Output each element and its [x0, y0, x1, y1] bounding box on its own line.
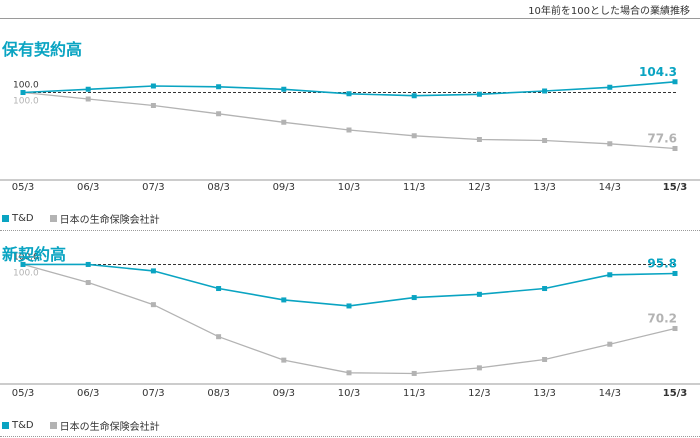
legend-label-td: T&D [12, 213, 34, 224]
x-tick-label: 08/3 [207, 182, 229, 193]
top-divider [0, 18, 700, 19]
x-tick-label: 15/3 [663, 182, 688, 193]
data-point-td [476, 91, 482, 97]
data-point-industry [281, 119, 287, 125]
legend-label-industry: 日本の生命保険会社計 [59, 215, 160, 226]
end-label-industry: 77.6 [647, 132, 677, 146]
legend-swatch-industry [49, 422, 57, 429]
x-tick-label: 15/3 [663, 388, 688, 399]
data-point-td [216, 286, 222, 292]
data-point-td [20, 90, 26, 95]
data-point-td [281, 297, 287, 303]
data-point-td [281, 86, 287, 92]
data-point-industry [216, 334, 222, 340]
data-point-td [216, 84, 222, 90]
x-tick-label: 06/3 [77, 182, 99, 193]
end-label-industry: 70.2 [647, 312, 677, 326]
data-point-td [411, 93, 417, 99]
data-point-industry [150, 302, 156, 308]
legend-item-td: T&D [2, 420, 34, 431]
x-tick-label: 10/3 [338, 182, 360, 193]
legend-item-industry: 日本の生命保険会社計 [49, 418, 160, 433]
data-point-td [85, 86, 91, 92]
x-tick-label: 09/3 [273, 388, 295, 399]
x-tick-label: 13/3 [533, 182, 555, 193]
series-line-industry [22, 263, 676, 375]
x-tick-label: 06/3 [77, 388, 99, 399]
legend-label-industry: 日本の生命保険会社計 [59, 422, 160, 433]
data-point-td [672, 270, 678, 276]
legend-holdings: T&D 日本の生命保険会社計 [2, 211, 176, 226]
legend-swatch-td [2, 422, 9, 429]
data-point-industry [346, 127, 352, 133]
legend-item-industry: 日本の生命保険会社計 [49, 211, 160, 226]
data-point-td [411, 295, 417, 301]
data-point-td [476, 291, 482, 297]
data-point-industry [476, 365, 482, 371]
series-line-td [23, 263, 676, 307]
data-point-industry [476, 137, 482, 142]
data-point-industry [216, 111, 222, 117]
data-point-industry [281, 357, 287, 363]
data-point-td [542, 88, 548, 94]
start-label-td: 100.0 [13, 252, 39, 262]
start-label-td: 100.0 [13, 81, 39, 91]
bottom-divider [0, 436, 700, 437]
data-point-td [607, 84, 613, 90]
data-point-industry [607, 141, 613, 147]
legend-item-td: T&D [2, 213, 34, 224]
legend-swatch-industry [49, 215, 57, 222]
data-point-td [607, 272, 613, 278]
x-tick-label: 08/3 [207, 388, 229, 399]
x-tick-label: 05/3 [12, 388, 34, 399]
x-tick-label: 12/3 [468, 182, 490, 193]
x-tick-label: 07/3 [142, 388, 164, 399]
data-point-td [346, 303, 352, 309]
panel-divider [0, 230, 700, 231]
data-point-industry [607, 341, 613, 347]
legend-swatch-td [2, 215, 9, 222]
start-label-industry: 100.0 [13, 97, 39, 107]
data-point-td [672, 79, 678, 85]
data-point-td [346, 91, 352, 97]
x-tick-label: 09/3 [273, 182, 295, 193]
data-point-td [542, 286, 548, 292]
panel-title-new-business: 新契約高 [2, 245, 67, 264]
end-label-td: 104.3 [639, 65, 677, 79]
data-point-industry [85, 96, 91, 102]
series-line-industry [22, 91, 676, 150]
data-point-industry [411, 133, 417, 139]
x-tick-label: 14/3 [599, 182, 621, 193]
panel-title-holdings: 保有契約高 [2, 40, 83, 59]
data-point-industry [672, 146, 678, 151]
data-point-industry [150, 103, 156, 108]
x-tick-label: 05/3 [12, 182, 34, 193]
data-point-td [85, 261, 91, 267]
data-point-industry [542, 138, 548, 143]
x-tick-label: 13/3 [533, 388, 555, 399]
x-tick-label: 14/3 [599, 388, 621, 399]
end-label-td: 95.8 [647, 256, 677, 270]
x-tick-label: 11/3 [403, 388, 425, 399]
x-tick-label: 11/3 [403, 182, 425, 193]
data-point-industry [85, 280, 91, 286]
x-tick-label: 12/3 [468, 388, 490, 399]
chart-subtitle: 10年前を100とした場合の業績推移 [528, 6, 690, 17]
data-point-td [20, 261, 26, 267]
legend-new-business: T&D 日本の生命保険会社計 [2, 418, 176, 433]
x-tick-label: 07/3 [142, 182, 164, 193]
data-point-td [150, 268, 156, 274]
data-point-td [150, 83, 156, 89]
data-point-industry [672, 326, 678, 332]
x-tick-label: 10/3 [338, 388, 360, 399]
data-point-industry [346, 370, 352, 376]
legend-label-td: T&D [12, 420, 34, 431]
data-point-industry [542, 356, 548, 362]
start-label-industry: 100.0 [13, 268, 39, 278]
data-point-industry [411, 370, 417, 376]
